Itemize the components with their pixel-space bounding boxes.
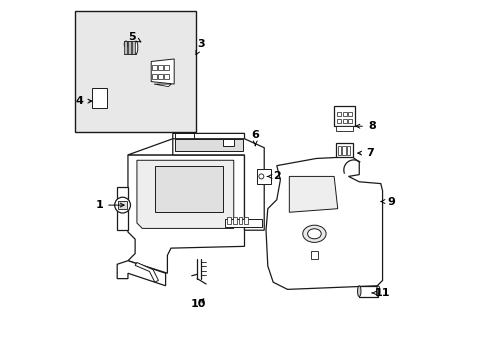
Polygon shape xyxy=(117,187,128,230)
Ellipse shape xyxy=(302,225,325,242)
Text: 4: 4 xyxy=(76,96,92,106)
Text: 10: 10 xyxy=(190,299,205,309)
Bar xyxy=(227,217,230,224)
Polygon shape xyxy=(174,139,242,151)
Bar xyxy=(336,119,340,123)
Ellipse shape xyxy=(307,229,321,239)
Polygon shape xyxy=(128,155,244,273)
Polygon shape xyxy=(155,166,223,212)
Bar xyxy=(151,65,156,70)
Bar xyxy=(132,41,135,54)
Bar xyxy=(336,112,340,116)
Polygon shape xyxy=(265,157,382,289)
Text: 8: 8 xyxy=(355,121,375,131)
Ellipse shape xyxy=(124,41,127,48)
Bar xyxy=(128,41,131,54)
Text: 3: 3 xyxy=(196,39,205,55)
Polygon shape xyxy=(128,134,244,155)
Text: 1: 1 xyxy=(95,200,124,210)
Polygon shape xyxy=(135,262,158,282)
Bar xyxy=(75,12,196,132)
Text: 7: 7 xyxy=(357,148,373,158)
Circle shape xyxy=(115,197,130,213)
Polygon shape xyxy=(335,143,352,157)
Text: 2: 2 xyxy=(267,171,280,181)
Polygon shape xyxy=(289,176,337,212)
Bar xyxy=(342,119,346,123)
Ellipse shape xyxy=(376,288,378,294)
Text: 11: 11 xyxy=(371,288,389,298)
Bar xyxy=(124,41,127,54)
Text: 5: 5 xyxy=(127,32,141,42)
Bar xyxy=(158,73,163,78)
Polygon shape xyxy=(91,88,107,108)
Bar xyxy=(342,145,345,155)
Bar xyxy=(342,112,346,116)
Bar xyxy=(233,217,236,224)
Polygon shape xyxy=(137,160,233,228)
Bar xyxy=(238,217,242,224)
Ellipse shape xyxy=(134,41,138,54)
Polygon shape xyxy=(151,59,174,84)
Bar xyxy=(310,251,317,259)
Bar xyxy=(346,145,349,155)
Text: 6: 6 xyxy=(251,130,259,146)
Bar xyxy=(151,73,156,78)
Polygon shape xyxy=(154,84,171,87)
Bar xyxy=(164,65,169,70)
Bar xyxy=(244,217,247,224)
Text: 9: 9 xyxy=(380,197,395,207)
Bar xyxy=(348,112,352,116)
Bar xyxy=(158,65,163,70)
Polygon shape xyxy=(224,220,262,226)
Circle shape xyxy=(258,174,264,179)
Polygon shape xyxy=(223,139,233,146)
Bar xyxy=(348,119,352,123)
Circle shape xyxy=(119,202,126,209)
Bar xyxy=(337,145,340,155)
Polygon shape xyxy=(333,107,354,126)
Ellipse shape xyxy=(357,286,360,297)
Bar xyxy=(118,201,126,210)
Polygon shape xyxy=(172,139,264,230)
Bar xyxy=(164,73,169,78)
Ellipse shape xyxy=(376,286,379,297)
Polygon shape xyxy=(257,169,271,184)
Polygon shape xyxy=(335,126,352,131)
Polygon shape xyxy=(117,261,165,286)
